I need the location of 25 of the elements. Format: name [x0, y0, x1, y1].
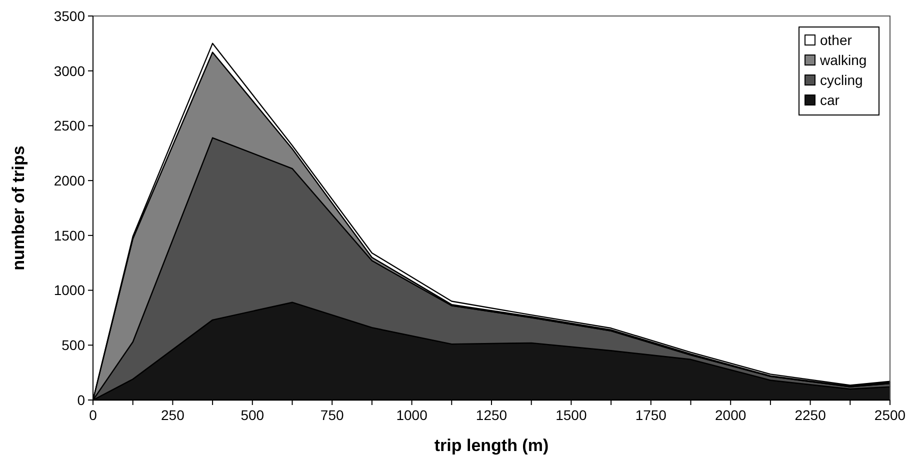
y-tick-label: 1000 — [54, 282, 86, 298]
x-tick-label: 1750 — [635, 407, 667, 423]
y-tick-label: 2500 — [54, 118, 86, 134]
y-axis-title: number of trips — [9, 146, 28, 270]
x-tick-label: 2500 — [874, 407, 906, 423]
legend-label: car — [820, 92, 840, 108]
legend-label: other — [820, 32, 852, 48]
legend-label: walking — [819, 52, 867, 68]
x-tick-label: 2000 — [715, 407, 746, 423]
x-tick-label: 1250 — [476, 407, 508, 423]
y-tick-label: 0 — [77, 392, 86, 408]
x-tick-label: 750 — [320, 407, 344, 423]
x-tick-label: 1500 — [556, 407, 587, 423]
x-tick-label: 1000 — [396, 407, 428, 423]
x-axis-title: trip length (m) — [434, 436, 549, 455]
x-tick-label: 2250 — [794, 407, 826, 423]
y-tick-label: 1500 — [54, 227, 86, 244]
y-tick-label: 2000 — [54, 172, 86, 188]
x-tick-label: 250 — [161, 407, 185, 423]
x-tick-label: 500 — [240, 407, 264, 423]
y-tick-label: 500 — [62, 337, 86, 354]
y-tick-label: 3500 — [54, 8, 86, 24]
x-tick-label: 0 — [89, 407, 98, 423]
y-tick-label: 3000 — [54, 62, 86, 79]
legend-label: cycling — [820, 72, 863, 88]
